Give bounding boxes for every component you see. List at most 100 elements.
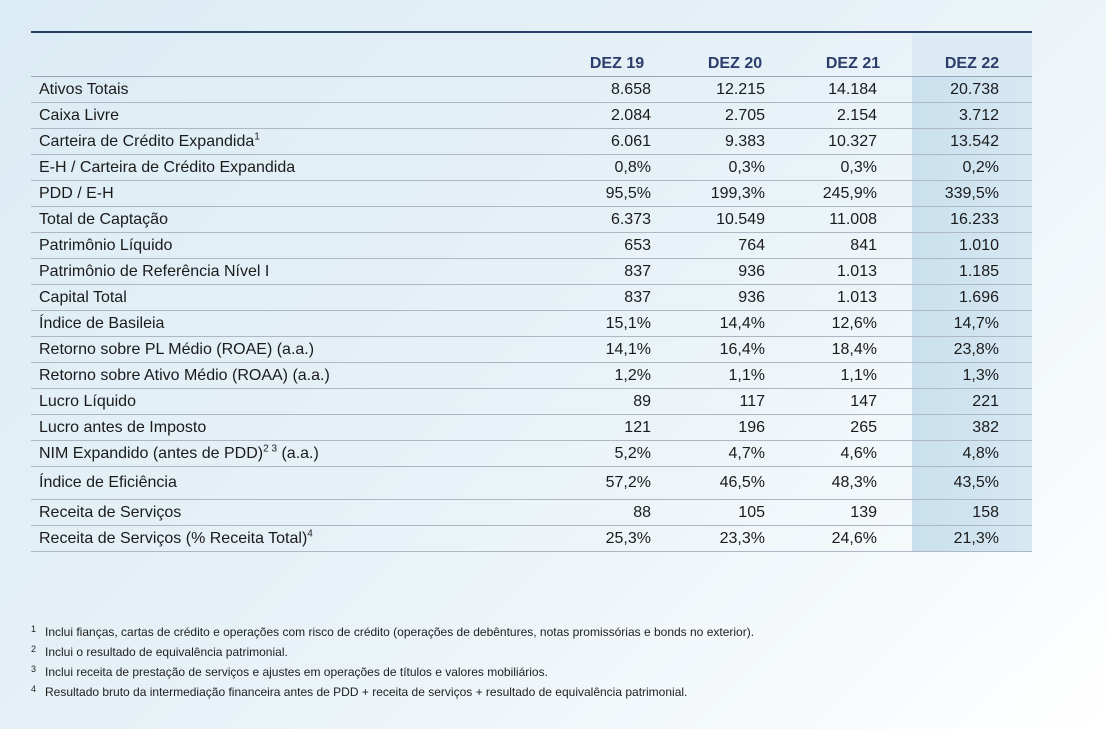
value-cell-highlighted: 23,8%: [912, 336, 1032, 363]
table-row: Total de Captação 6.373 10.549 11.008 16.233: [31, 206, 1032, 233]
value-cell-highlighted: 1.010: [912, 232, 1032, 259]
value-cell: 8.658: [558, 76, 676, 103]
value-cell-highlighted: 43,5%: [912, 466, 1032, 500]
table-row: Receita de Serviços (% Receita Total)4 25…: [31, 525, 1032, 552]
value-cell: 57,2%: [558, 466, 676, 500]
row-label-cell: PDD / E-H: [31, 180, 558, 207]
value-cell: 46,5%: [676, 466, 794, 500]
column-header: DEZ 21: [794, 33, 912, 77]
footnote-text: Inclui fianças, cartas de crédito e oper…: [45, 625, 755, 639]
footnote-item: 1 Inclui fianças, cartas de crédito e ope…: [31, 622, 754, 642]
value-cell: 88: [558, 499, 676, 526]
value-cell: 25,3%: [558, 525, 676, 552]
value-cell-highlighted: 1.185: [912, 258, 1032, 285]
row-label-cell: E-H / Carteira de Crédito Expandida: [31, 154, 558, 181]
footnote-item: 3 Inclui receita de prestação de serviços…: [31, 662, 754, 682]
row-label: Lucro antes de Imposto: [39, 419, 207, 436]
footnote-item: 4 Resultado bruto da intermediação financ…: [31, 682, 754, 702]
value-cell: 4,6%: [794, 440, 912, 467]
value-cell: 2.705: [676, 102, 794, 129]
value-cell: 11.008: [794, 206, 912, 233]
value-cell: 2.154: [794, 102, 912, 129]
table-row: PDD / E-H 95,5% 199,3% 245,9% 339,5%: [31, 180, 1032, 207]
value-cell: 89: [558, 388, 676, 415]
value-cell-highlighted: 1.696: [912, 284, 1032, 311]
row-label: Ativos Totais: [39, 81, 129, 98]
row-label: Total de Captação: [39, 211, 168, 228]
row-label-cell: Retorno sobre PL Médio (ROAE) (a.a.): [31, 336, 558, 363]
value-cell: 1.013: [794, 284, 912, 311]
value-cell-highlighted: 3.712: [912, 102, 1032, 129]
value-cell: 10.327: [794, 128, 912, 155]
row-label: PDD / E-H: [39, 185, 114, 202]
value-cell: 6.373: [558, 206, 676, 233]
row-label: Receita de Serviços (% Receita Total): [39, 530, 308, 547]
financial-summary-table-container: DEZ 19 DEZ 20 DEZ 21 DEZ 22 Ativos Totai…: [31, 31, 1032, 552]
value-cell: 121: [558, 414, 676, 441]
value-cell-highlighted: 20.738: [912, 76, 1032, 103]
value-cell: 653: [558, 232, 676, 259]
value-cell: 1.013: [794, 258, 912, 285]
value-cell: 18,4%: [794, 336, 912, 363]
value-cell-highlighted: 1,3%: [912, 362, 1032, 389]
row-label-cell: Ativos Totais: [31, 76, 558, 103]
column-header: DEZ 20: [676, 33, 794, 77]
value-cell: 14.184: [794, 76, 912, 103]
table-row: Patrimônio Líquido 653 764 841 1.010: [31, 232, 1032, 259]
value-cell: 2.084: [558, 102, 676, 129]
header-label-column: [31, 33, 558, 77]
row-label-cell: Patrimônio de Referência Nível I: [31, 258, 558, 285]
row-label-cell: Capital Total: [31, 284, 558, 311]
table-row: Caixa Livre 2.084 2.705 2.154 3.712: [31, 102, 1032, 129]
table-top-rule: [31, 31, 1032, 33]
value-cell: 12,6%: [794, 310, 912, 337]
value-cell: 12.215: [676, 76, 794, 103]
table-row: Índice de Basileia 15,1% 14,4% 12,6% 14,7%: [31, 310, 1032, 337]
row-label: Patrimônio Líquido: [39, 237, 173, 254]
value-cell: 1,2%: [558, 362, 676, 389]
column-header: DEZ 19: [558, 33, 676, 77]
row-label-cell: Retorno sobre Ativo Médio (ROAA) (a.a.): [31, 362, 558, 389]
value-cell: 936: [676, 284, 794, 311]
row-label: Índice de Eficiência: [39, 474, 177, 491]
value-cell-highlighted: 16.233: [912, 206, 1032, 233]
value-cell: 105: [676, 499, 794, 526]
value-cell: 936: [676, 258, 794, 285]
row-label: Receita de Serviços: [39, 504, 182, 521]
table-body: Ativos Totais 8.658 12.215 14.184 20.738 Caix…: [31, 76, 1032, 552]
row-label-cell: Carteira de Crédito Expandida1: [31, 128, 558, 155]
footnote-reference: 4: [307, 528, 313, 540]
row-label: Retorno sobre Ativo Médio (ROAA) (a.a.): [39, 367, 330, 384]
value-cell: 95,5%: [558, 180, 676, 207]
value-cell: 1,1%: [676, 362, 794, 389]
value-cell: 6.061: [558, 128, 676, 155]
table-row: Retorno sobre PL Médio (ROAE) (a.a.) 14,1…: [31, 336, 1032, 363]
table-row: Ativos Totais 8.658 12.215 14.184 20.738: [31, 76, 1032, 103]
table-row: Índice de Eficiência 57,2% 46,5% 48,3% 43,5%: [31, 466, 1032, 500]
value-cell: 15,1%: [558, 310, 676, 337]
value-cell: 14,4%: [676, 310, 794, 337]
footnotes: 1 Inclui fianças, cartas de crédito e ope…: [31, 622, 754, 702]
footnote-mark: 3: [31, 664, 37, 674]
row-label-cell: Patrimônio Líquido: [31, 232, 558, 259]
table-row: Receita de Serviços 88 105 139 158: [31, 499, 1032, 526]
value-cell: 147: [794, 388, 912, 415]
value-cell: 9.383: [676, 128, 794, 155]
value-cell: 23,3%: [676, 525, 794, 552]
footnote-mark: 1: [31, 624, 37, 634]
row-label-suffix: (a.a.): [277, 445, 319, 462]
value-cell: 14,1%: [558, 336, 676, 363]
value-cell-highlighted: 21,3%: [912, 525, 1032, 552]
table-row: Lucro antes de Imposto 121 196 265 382: [31, 414, 1032, 441]
value-cell: 837: [558, 258, 676, 285]
value-cell: 1,1%: [794, 362, 912, 389]
value-cell-highlighted: 382: [912, 414, 1032, 441]
row-label: Índice de Basileia: [39, 315, 165, 332]
row-label: Capital Total: [39, 289, 127, 306]
row-label: Caixa Livre: [39, 107, 120, 124]
row-label: Carteira de Crédito Expandida: [39, 133, 255, 150]
value-cell: 841: [794, 232, 912, 259]
value-cell: 0,3%: [794, 154, 912, 181]
footnote-reference: 2 3: [263, 443, 278, 455]
row-label-cell: Receita de Serviços: [31, 499, 558, 526]
